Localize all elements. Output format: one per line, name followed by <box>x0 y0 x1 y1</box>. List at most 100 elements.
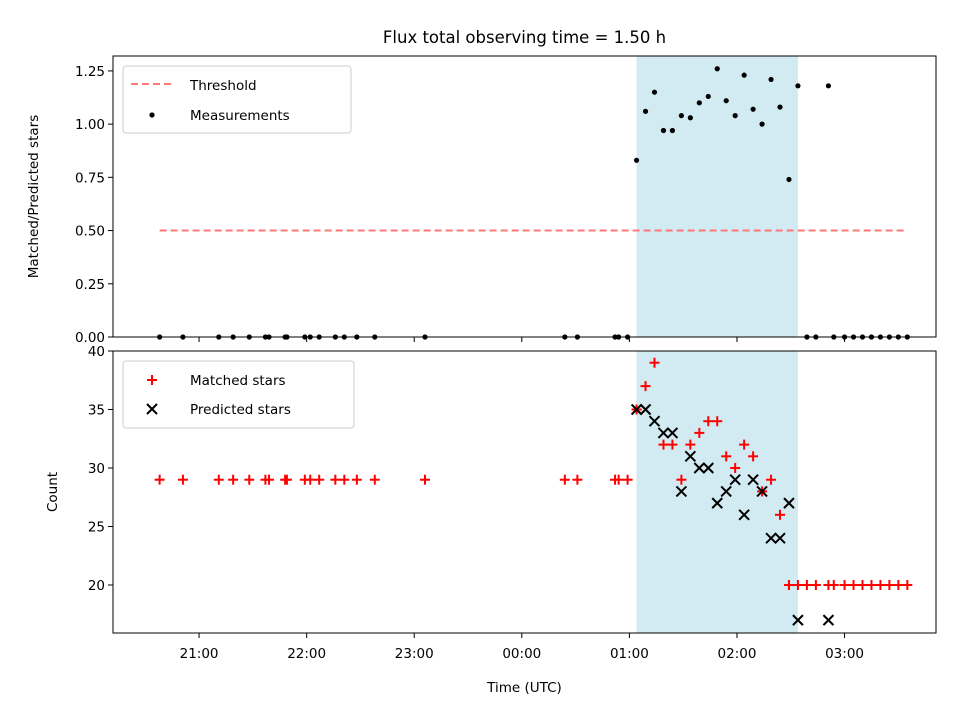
measurement-point <box>642 108 649 114</box>
matched-star-point <box>339 474 350 485</box>
top-y-axis-label: Matched/Predicted stars <box>26 115 42 278</box>
matched-star-point <box>694 427 705 438</box>
measurement-point <box>777 104 783 110</box>
matched-star-point <box>810 580 821 591</box>
x-tick-label: 23:00 <box>395 646 434 662</box>
bottom-y-tick-label: 25 <box>88 520 105 536</box>
predicted-star-point <box>756 485 768 498</box>
x-tick-label: 00:00 <box>502 646 541 662</box>
bottom-y-tick-label: 35 <box>88 403 105 419</box>
matched-star-point <box>893 580 904 591</box>
bottom-y-axis-label: Count <box>45 472 61 512</box>
top-frame <box>112 55 937 338</box>
x-tick-label: 01:00 <box>610 646 649 662</box>
matched-star-point <box>330 474 341 485</box>
matched-star-point <box>613 474 624 485</box>
predicted-star-point <box>747 474 759 486</box>
top-y-tick-label: 1.00 <box>75 117 105 133</box>
legend-matched-swatch <box>147 375 157 385</box>
measurement-point <box>723 98 729 104</box>
matched-star-point <box>866 580 877 591</box>
matched-star-point <box>658 439 669 450</box>
bottom-legend: Matched stars Predicted stars <box>122 360 355 429</box>
predicted-star-point <box>693 462 706 474</box>
measurement-point <box>633 157 640 163</box>
chart-layer: 0.00 0.25 0.50 0.75 1.00 1.25 Threshold Measure… <box>75 55 937 662</box>
matched-star-point <box>640 381 651 392</box>
matched-star-point <box>572 474 583 485</box>
matched-star-point <box>712 416 723 427</box>
predicted-star-point <box>639 403 652 416</box>
predicted-star-point <box>666 427 679 439</box>
matched-star-point <box>244 474 255 485</box>
matched-star-point <box>801 580 812 591</box>
matched-star-point <box>730 463 741 474</box>
x-tick-label: 21:00 <box>180 646 219 662</box>
matched-star-point <box>848 580 859 591</box>
measurement-point <box>786 176 792 183</box>
legend-threshold-label: Threshold <box>189 78 257 94</box>
measurement-point <box>732 113 738 119</box>
matched-star-point <box>703 416 714 427</box>
measurement-point <box>705 93 711 100</box>
matched-star-point <box>766 474 777 485</box>
matched-star-point <box>792 580 803 591</box>
bottom-panel: 20 25 30 35 40 21:00 22:00 23:00 00:00 01:00 02:00… <box>88 344 937 662</box>
legend-measurements-label: Measurements <box>190 108 290 124</box>
matched-star-point <box>676 474 687 485</box>
matched-star-point <box>649 357 660 368</box>
legend-measurements-swatch <box>149 112 155 118</box>
measurement-point <box>669 127 676 134</box>
predicted-star-point <box>711 497 723 509</box>
top-legend-box <box>122 65 352 134</box>
predicted-star-point <box>822 614 835 626</box>
top-y-tick-label: 0.50 <box>75 224 105 240</box>
predicted-star-point <box>765 532 777 544</box>
matched-star-point <box>902 580 913 591</box>
measurement-point <box>687 115 693 121</box>
matched-star-point <box>783 580 794 591</box>
matched-star-point <box>559 474 570 485</box>
measurement-point <box>651 89 658 95</box>
measurement-point <box>660 127 667 134</box>
measurement-point <box>696 100 702 106</box>
bottom-legend-box <box>122 360 355 429</box>
predicted-star-point <box>729 474 741 486</box>
matched-star-point <box>839 580 850 591</box>
matched-star-point <box>857 580 868 591</box>
x-axis-label: Time (UTC) <box>486 680 562 696</box>
matched-star-point <box>154 474 165 485</box>
predicted-star-point <box>720 485 732 498</box>
predicted-star-point <box>792 614 804 626</box>
top-y-tick-label: 0.25 <box>75 277 105 293</box>
measurement-point <box>795 83 801 89</box>
predicted-star-point <box>630 403 643 416</box>
bottom-frame <box>112 350 937 634</box>
measurement-point <box>750 106 756 112</box>
matched-star-point <box>685 439 696 450</box>
measurement-point <box>825 83 832 89</box>
legend-matched-label: Matched stars <box>190 373 286 389</box>
measurement-point <box>759 121 765 127</box>
predicted-star-point <box>657 427 670 439</box>
matched-star-point <box>875 580 886 591</box>
matched-star-point <box>667 439 678 450</box>
measurement-point <box>768 76 774 83</box>
matched-star-point <box>177 474 188 485</box>
matched-star-point <box>739 439 750 450</box>
matched-star-point <box>228 474 239 485</box>
matched-star-point <box>281 474 292 485</box>
matched-star-point <box>884 580 895 591</box>
x-tick-label: 03:00 <box>825 646 864 662</box>
predicted-star-point <box>675 485 688 498</box>
matched-star-point <box>314 474 325 485</box>
top-legend: Threshold Measurements <box>122 65 352 134</box>
predicted-star-point <box>702 462 714 474</box>
matched-star-point <box>369 474 380 485</box>
matched-star-point <box>775 509 786 520</box>
predicted-star-point <box>738 509 750 521</box>
top-y-tick-label: 0.00 <box>75 330 105 346</box>
top-y-tick-label: 0.75 <box>75 170 105 186</box>
